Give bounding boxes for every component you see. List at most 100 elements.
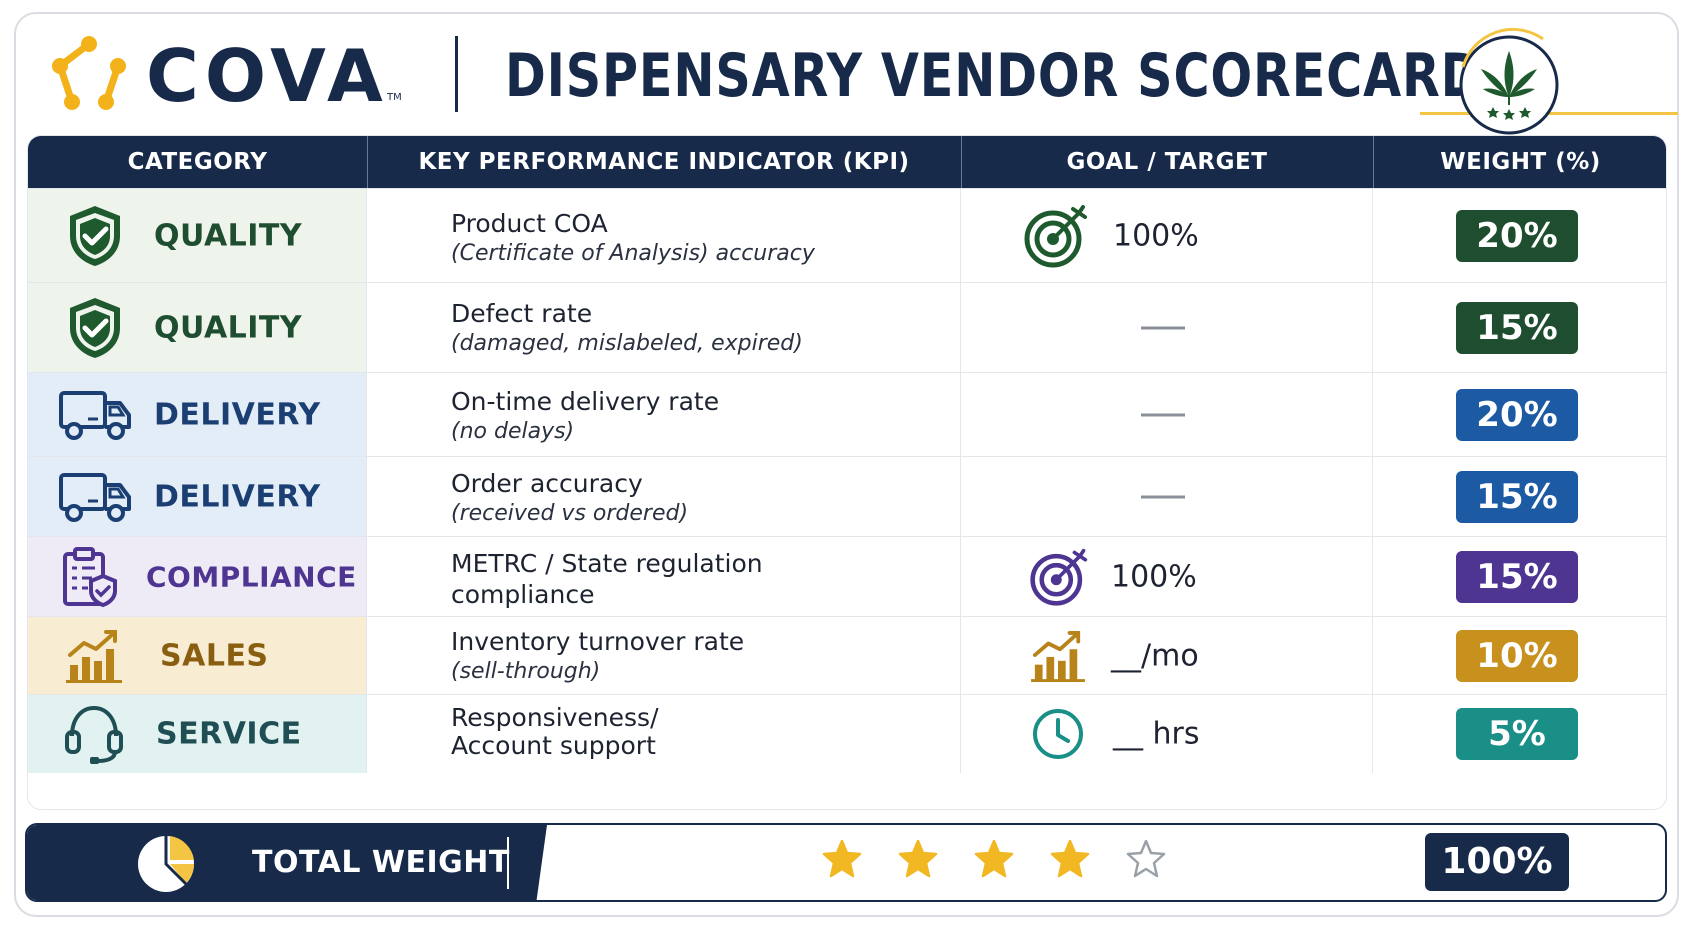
weight-badge: 10% — [1456, 629, 1578, 682]
weight-cell: 15% — [1373, 457, 1666, 536]
kpi-cell: Order accuracy (received vs ordered) — [367, 457, 961, 536]
table-row: DELIVERY On-time delivery rate (no delay… — [28, 372, 1666, 456]
cova-logo-icon — [52, 36, 126, 110]
table-header: CATEGORY KEY PERFORMANCE INDICATOR (KPI)… — [28, 136, 1666, 188]
kpi-detail: (Certificate of Analysis) accuracy — [451, 241, 815, 266]
goal-cell: __ hrs — [961, 695, 1373, 773]
goal-cell: 100% — [961, 189, 1373, 282]
headset-icon — [65, 705, 123, 764]
shield-check-icon — [70, 205, 120, 266]
bar-chart-icon — [1031, 630, 1085, 682]
total-weight-bar: TOTAL WEIGHT 100% — [25, 823, 1667, 902]
weight-cell: 10% — [1373, 617, 1666, 694]
weight-cell: 5% — [1373, 695, 1666, 773]
goal-empty-dash — [1141, 326, 1185, 329]
weight-cell: 20% — [1373, 373, 1666, 456]
kpi-name: Responsiveness/ — [451, 703, 659, 732]
goal-empty-dash — [1141, 413, 1185, 416]
pie-chart-icon — [138, 836, 194, 892]
star-filled-icon — [974, 839, 1014, 878]
goal-empty-dash — [1141, 495, 1185, 498]
weight-badge: 5% — [1456, 708, 1578, 760]
weight-badge: 15% — [1456, 301, 1578, 354]
weight-badge: 15% — [1456, 550, 1578, 603]
kpi-name: Order accuracy — [451, 469, 643, 498]
category-cell: COMPLIANCE — [28, 537, 367, 616]
goal-cell: 100% — [961, 537, 1373, 616]
footer-divider — [507, 837, 509, 889]
star-filled-icon — [898, 839, 938, 878]
goal-value: 100% — [1111, 559, 1197, 594]
goal-value: 100% — [1113, 218, 1199, 253]
star-empty-icon — [1126, 839, 1166, 878]
bar-chart-icon — [66, 629, 122, 683]
header-divider — [455, 36, 458, 112]
total-weight-value: 100% — [1425, 833, 1569, 891]
weight-cell: 15% — [1373, 283, 1666, 372]
weight-cell: 15% — [1373, 537, 1666, 616]
kpi-cell: METRC / State regulation compliance — [367, 537, 961, 616]
kpi-detail: (no delays) — [451, 419, 575, 444]
kpi-detail: (sell-through) — [451, 659, 601, 684]
goal-cell — [961, 457, 1373, 536]
kpi-name: Product COA — [451, 209, 608, 238]
kpi-cell: Product COA (Certificate of Analysis) ac… — [367, 189, 961, 282]
kpi-name: On-time delivery rate — [451, 387, 720, 416]
table-row: SALES Inventory turnover rate (sell-thro… — [28, 616, 1666, 694]
category-label: QUALITY — [154, 218, 303, 253]
header-separator — [961, 136, 962, 188]
total-weight-label: TOTAL WEIGHT — [252, 845, 510, 880]
kpi-cell: Responsiveness/ Account support — [367, 695, 961, 773]
column-header-category: CATEGORY — [127, 149, 268, 175]
shield-check-icon — [70, 297, 120, 358]
goal-cell: __/mo — [961, 617, 1373, 694]
weight-badge: 15% — [1456, 470, 1578, 523]
weight-badge: 20% — [1456, 388, 1578, 441]
truck-icon — [59, 390, 131, 440]
category-label: COMPLIANCE — [146, 560, 357, 593]
target-icon — [1024, 204, 1087, 267]
kpi-cell: Defect rate (damaged, mislabeled, expire… — [367, 283, 961, 372]
table-row: COMPLIANCE METRC / State regulation comp… — [28, 536, 1666, 616]
weight-badge: 20% — [1456, 209, 1578, 262]
category-label: DELIVERY — [154, 397, 321, 432]
table-row: QUALITY Defect rate (damaged, mislabeled… — [28, 282, 1666, 372]
brand-name: COVA — [146, 34, 389, 118]
category-cell: QUALITY — [28, 189, 367, 282]
goal-cell — [961, 373, 1373, 456]
kpi-name: METRC / State regulation — [451, 549, 763, 578]
clock-icon — [1033, 709, 1083, 759]
clipboard-shield-icon — [63, 546, 117, 607]
truck-icon — [59, 472, 131, 522]
category-cell: QUALITY — [28, 283, 367, 372]
total-weight-panel — [27, 825, 547, 900]
category-cell: SERVICE — [28, 695, 367, 773]
trademark: TM — [387, 92, 402, 103]
kpi-detail: (received vs ordered) — [451, 501, 689, 526]
header-separator — [367, 136, 368, 188]
star-filled-icon — [822, 839, 862, 878]
target-icon — [1030, 548, 1088, 606]
cannabis-leaf-badge-icon — [1459, 28, 1559, 135]
scorecard-table: CATEGORY KEY PERFORMANCE INDICATOR (KPI)… — [27, 135, 1667, 810]
kpi-detail: (damaged, mislabeled, expired) — [451, 331, 803, 356]
header-separator — [1373, 136, 1374, 188]
goal-value: __/mo — [1111, 638, 1199, 673]
rating-stars — [822, 839, 1166, 887]
star-filled-icon — [1050, 839, 1090, 878]
category-label: DELIVERY — [154, 479, 321, 514]
category-cell: DELIVERY — [28, 373, 367, 456]
category-cell: DELIVERY — [28, 457, 367, 536]
kpi-name: Inventory turnover rate — [451, 627, 745, 656]
table-row: SERVICE Responsiveness/ Account support … — [28, 694, 1666, 809]
column-header-weight: WEIGHT (%) — [1440, 149, 1601, 175]
kpi-detail: Account support — [451, 731, 656, 760]
category-label: QUALITY — [154, 310, 303, 345]
kpi-name: Defect rate — [451, 299, 593, 328]
category-label: SERVICE — [156, 716, 302, 752]
weight-cell: 20% — [1373, 189, 1666, 282]
kpi-cell: On-time delivery rate (no delays) — [367, 373, 961, 456]
page-title: DISPENSARY VENDOR SCORECARD — [505, 41, 1483, 111]
kpi-cell: Inventory turnover rate (sell-through) — [367, 617, 961, 694]
category-label: SALES — [160, 638, 269, 673]
